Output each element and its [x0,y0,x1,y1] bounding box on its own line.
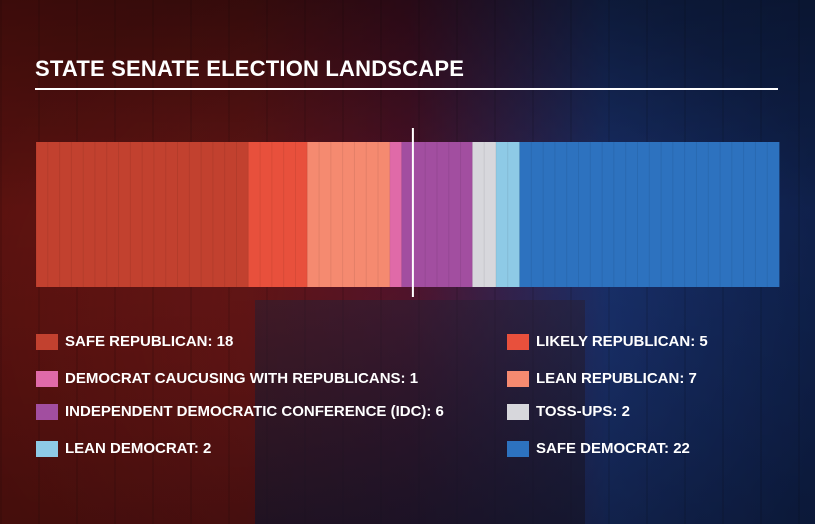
seat-12 [165,142,178,287]
seat-47 [578,142,591,287]
seat-35 [436,142,450,287]
seat-24 [307,142,320,287]
seat-51 [625,142,638,287]
seat-22 [283,142,296,287]
seat-7 [106,142,119,287]
seat-26 [330,142,344,287]
seat-34 [425,142,438,287]
seat-44 [543,142,556,287]
seat-54 [661,142,674,287]
seat-20 [260,142,273,287]
seat-53 [649,142,662,287]
seat-14 [189,142,202,287]
seat-50 [613,142,627,287]
seat-48 [590,142,603,287]
seat-5 [83,142,96,287]
seat-46 [566,142,579,287]
seat-60 [731,142,745,287]
seat-18 [236,142,249,287]
seat-11 [153,142,167,287]
seat-39 [484,142,497,287]
seat-52 [637,142,650,287]
seat-62 [755,142,768,287]
seat-42 [519,142,532,287]
seat-21 [271,142,285,287]
seat-2 [47,142,60,287]
seat-23 [295,142,308,287]
seat-13 [177,142,190,287]
seat-63 [767,142,780,287]
seat-45 [554,142,568,287]
seat-3 [59,142,72,287]
seat-55 [672,142,686,287]
seat-25 [319,142,332,287]
seat-17 [224,142,237,287]
seat-29 [366,142,379,287]
seat-56 [684,142,697,287]
seat-28 [354,142,367,287]
seat-8 [118,142,131,287]
seat-61 [743,142,756,287]
seat-33 [413,142,426,287]
seat-31 [389,142,402,287]
title-divider [35,88,778,90]
seat-43 [531,142,544,287]
seat-4 [71,142,84,287]
seat-32 [401,142,414,287]
seat-49 [602,142,615,287]
chart-title: STATE SENATE ELECTION LANDSCAPE [35,56,465,81]
seat-41 [507,142,520,287]
seat-36 [448,142,461,287]
seat-1 [36,142,49,287]
seat-59 [720,142,733,287]
seat-9 [130,142,143,287]
seat-15 [201,142,214,287]
seat-6 [94,142,108,287]
seat-40 [495,142,509,287]
seat-37 [460,142,473,287]
seat-27 [342,142,355,287]
seat-58 [708,142,721,287]
seat-30 [378,142,391,287]
seat-16 [212,142,226,287]
seat-10 [142,142,155,287]
seat-57 [696,142,709,287]
seat-38 [472,142,485,287]
seat-19 [248,142,261,287]
podium-silhouette [255,300,585,524]
